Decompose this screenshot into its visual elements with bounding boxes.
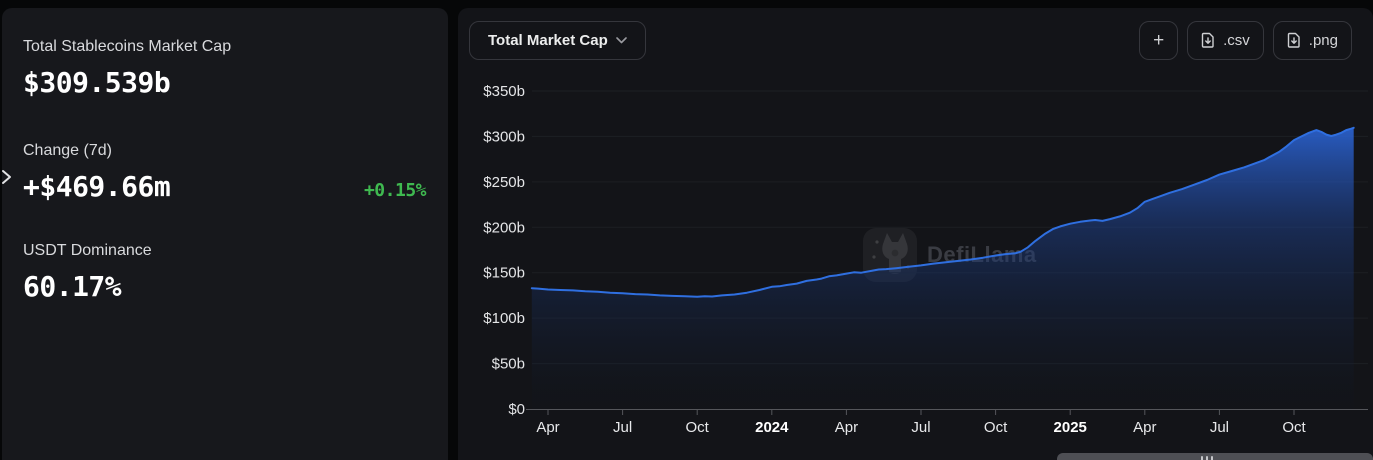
svg-text:$250b: $250b (483, 174, 525, 191)
horizontal-scrollbar-thumb[interactable] (1057, 453, 1373, 460)
svg-text:2025: 2025 (1054, 419, 1087, 436)
svg-text:Jul: Jul (613, 419, 632, 436)
svg-text:$200b: $200b (483, 219, 525, 236)
stat-value: +$469.66m (23, 170, 171, 203)
stat-change-7d: Change (7d) +$469.66m +0.15% (23, 140, 427, 204)
change-percent-badge: +0.15% (363, 180, 427, 201)
svg-text:Oct: Oct (984, 419, 1008, 436)
add-chart-button[interactable]: + (1139, 20, 1179, 60)
svg-text:$300b: $300b (483, 128, 525, 145)
chart-axes: $350b $300b $250b $200b $150b $100b $50b $0 Apr J… (483, 83, 1368, 436)
chart-actions: + .csv .png (1139, 20, 1352, 60)
svg-text:Jul: Jul (1210, 419, 1229, 436)
svg-text:Apr: Apr (835, 419, 858, 436)
stat-usdt-dominance: USDT Dominance 60.17% (23, 240, 426, 304)
chart-type-dropdown[interactable]: Total Market Cap (469, 20, 646, 60)
market-cap-chart[interactable]: $350b $300b $250b $200b $150b $100b $50b $0 Apr J… (458, 8, 1373, 460)
chevron-right-icon[interactable] (1, 169, 13, 185)
download-file-icon (1201, 32, 1214, 48)
download-png-button[interactable]: .png (1272, 20, 1352, 60)
svg-text:Jul: Jul (911, 419, 930, 436)
svg-text:Apr: Apr (536, 419, 559, 436)
svg-text:Apr: Apr (1133, 419, 1156, 436)
svg-text:Oct: Oct (1282, 419, 1306, 436)
stat-value: $309.539b (23, 66, 171, 99)
chevron-down-icon (615, 36, 627, 43)
stat-label: Change (7d) (23, 142, 112, 159)
svg-text:2024: 2024 (755, 419, 789, 436)
svg-text:$0: $0 (508, 401, 525, 418)
stat-total-market-cap: Total Stablecoins Market Cap $309.539b (23, 36, 426, 100)
scrollbar-grip-icon (1201, 456, 1213, 460)
png-button-label: .png (1308, 31, 1338, 49)
dropdown-label: Total Market Cap (488, 31, 608, 49)
download-csv-button[interactable]: .csv (1187, 20, 1264, 60)
svg-text:$150b: $150b (483, 265, 525, 282)
download-file-icon (1287, 32, 1300, 48)
svg-text:$50b: $50b (492, 356, 525, 373)
svg-text:$100b: $100b (483, 310, 525, 327)
stat-value: 60.17% (23, 270, 122, 303)
stat-label: Total Stablecoins Market Cap (23, 38, 232, 55)
chart-series (530, 126, 1355, 410)
chart-header: Total Market Cap + .csv .pn (469, 20, 1352, 60)
plus-icon: + (1153, 29, 1165, 51)
svg-text:$350b: $350b (483, 83, 525, 100)
chart-panel: Total Market Cap + .csv .pn (458, 8, 1373, 460)
svg-text:Oct: Oct (686, 419, 710, 436)
stat-label: USDT Dominance (23, 242, 152, 259)
stats-panel: Total Stablecoins Market Cap $309.539b C… (2, 8, 448, 460)
csv-button-label: .csv (1223, 31, 1250, 49)
